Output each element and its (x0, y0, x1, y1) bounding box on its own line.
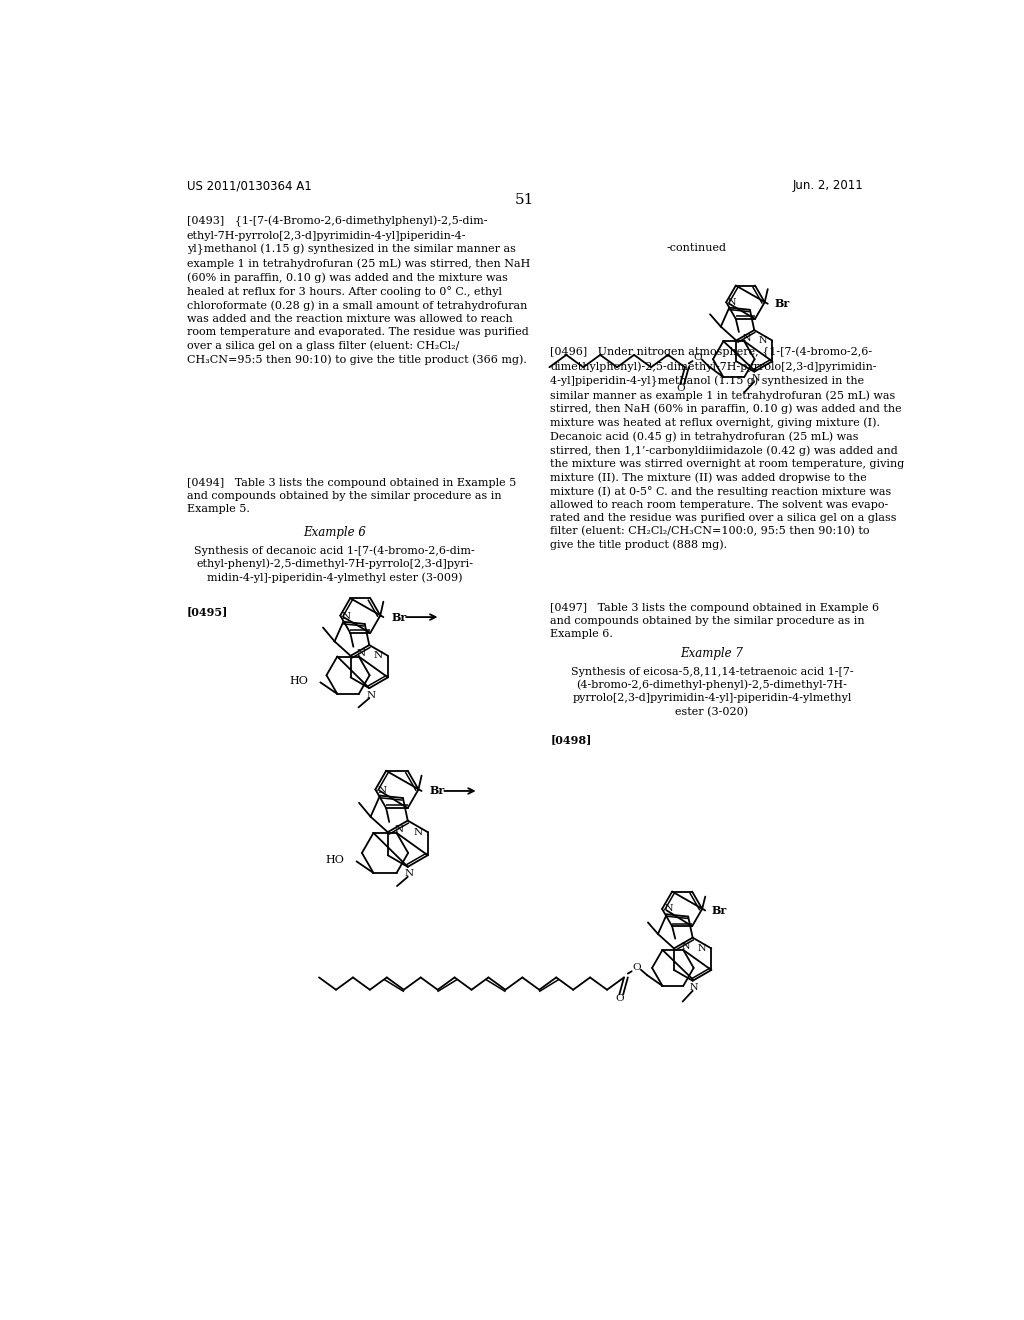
Text: N: N (697, 944, 706, 953)
Text: HO: HO (326, 855, 344, 865)
Text: Example 7: Example 7 (681, 647, 743, 660)
Text: [0495]: [0495] (186, 607, 228, 618)
Text: N: N (404, 870, 414, 878)
Text: N: N (727, 298, 736, 306)
Text: Br: Br (712, 906, 727, 916)
Text: US 2011/0130364 A1: US 2011/0130364 A1 (186, 180, 311, 193)
Text: [0497]   Table 3 lists the compound obtained in Example 6
and compounds obtained: [0497] Table 3 lists the compound obtain… (550, 603, 880, 639)
Text: O: O (677, 384, 685, 392)
Text: Br: Br (429, 785, 444, 796)
Text: HO: HO (289, 676, 308, 686)
Text: N: N (681, 942, 690, 952)
Text: Example 6: Example 6 (303, 525, 366, 539)
Text: O: O (615, 994, 625, 1003)
Text: [0493]   {1-[7-(4-Bromo-2,6-dimethylphenyl)-2,5-dim-
ethyl-7H-pyrrolo[2,3-d]pyri: [0493] {1-[7-(4-Bromo-2,6-dimethylphenyl… (186, 216, 530, 364)
Text: N: N (742, 334, 751, 343)
Text: N: N (341, 611, 350, 620)
Text: N: N (665, 904, 674, 913)
Text: N: N (374, 651, 383, 660)
Text: [0498]: [0498] (550, 734, 592, 746)
Text: Synthesis of decanoic acid 1-[7-(4-bromo-2,6-dim-
ethyl-phenyl)-2,5-dimethyl-7H-: Synthesis of decanoic acid 1-[7-(4-bromo… (195, 545, 475, 583)
Text: O: O (693, 352, 701, 362)
Text: N: N (367, 690, 376, 700)
Text: O: O (632, 962, 641, 972)
Text: N: N (414, 828, 422, 837)
Text: N: N (690, 983, 698, 993)
Text: N: N (759, 337, 767, 345)
Text: N: N (378, 785, 387, 795)
Text: [0494]   Table 3 lists the compound obtained in Example 5
and compounds obtained: [0494] Table 3 lists the compound obtain… (186, 478, 516, 513)
Text: Br: Br (775, 298, 790, 309)
Text: Jun. 2, 2011: Jun. 2, 2011 (793, 180, 863, 193)
Text: Synthesis of eicosa-5,8,11,14-tetraenoic acid 1-[7-
(4-bromo-2,6-dimethyl-phenyl: Synthesis of eicosa-5,8,11,14-tetraenoic… (570, 667, 853, 717)
Text: N: N (394, 825, 403, 834)
Text: Br: Br (391, 611, 407, 623)
Text: -continued: -continued (667, 243, 726, 253)
Text: [0496]   Under nitrogen atmosphere, {1-[7-(4-bromo-2,6-
dimethylphenyl)-2,5-dime: [0496] Under nitrogen atmosphere, {1-[7-… (550, 347, 904, 550)
Text: N: N (356, 649, 366, 657)
Text: N: N (752, 374, 760, 383)
Text: 51: 51 (515, 193, 535, 207)
